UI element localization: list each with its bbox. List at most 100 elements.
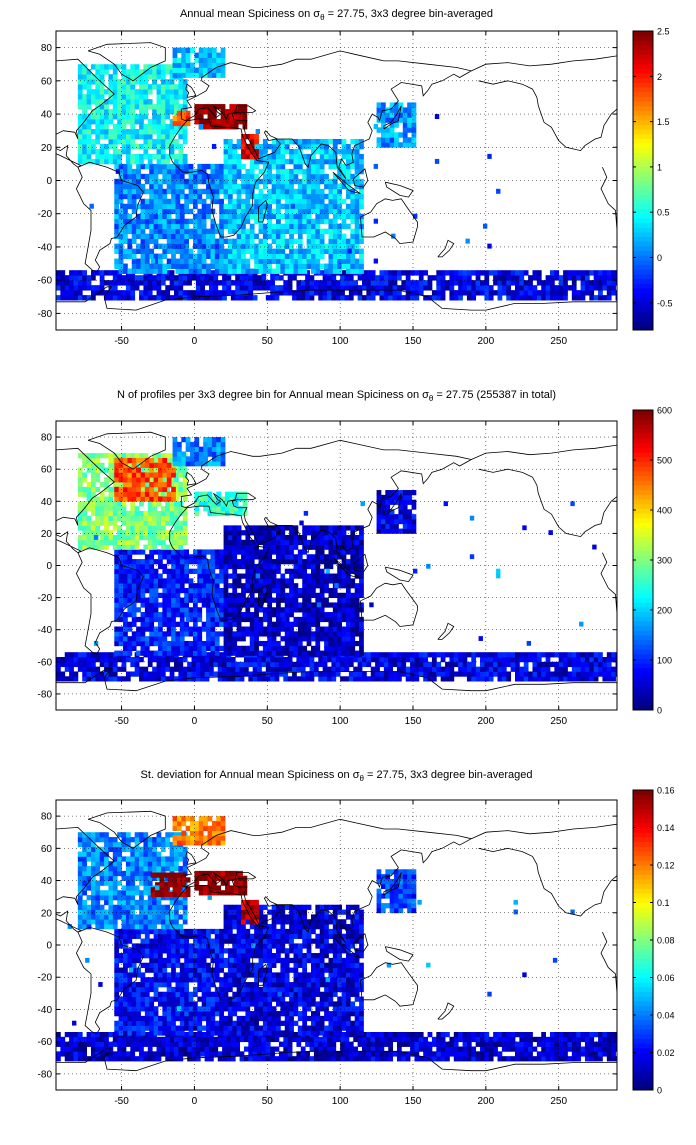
data-cell <box>91 89 96 94</box>
data-cell <box>607 275 612 280</box>
data-cell <box>289 627 294 632</box>
data-cell <box>407 112 412 117</box>
data-cell <box>289 149 294 154</box>
data-cell <box>143 671 148 676</box>
data-cell <box>170 109 175 114</box>
data-cell <box>73 671 78 676</box>
data-cell <box>224 530 229 535</box>
data-cell <box>123 617 128 622</box>
data-cell <box>100 159 105 164</box>
data-cell <box>117 139 122 144</box>
data-cell <box>87 84 92 89</box>
data-cell <box>254 249 259 254</box>
data-cell <box>350 229 355 234</box>
data-cell <box>143 545 148 550</box>
y-tick-label: -20 <box>38 209 53 220</box>
data-cell <box>145 578 150 583</box>
data-cell <box>328 229 333 234</box>
data-cell <box>602 270 607 275</box>
data-cell <box>359 588 364 593</box>
data-cell <box>257 280 262 285</box>
data-cell <box>280 194 285 199</box>
data-cell <box>412 122 417 127</box>
data-cell <box>108 521 113 526</box>
data-cell <box>122 149 127 154</box>
data-cell <box>119 184 124 189</box>
data-cell <box>130 285 135 290</box>
data-cell <box>314 290 319 295</box>
data-cell <box>381 102 386 107</box>
data-cell <box>532 667 537 672</box>
data-cell <box>196 657 201 662</box>
data-cell <box>307 583 312 588</box>
data-cell <box>388 280 393 285</box>
data-cell <box>91 458 96 463</box>
data-cell <box>401 652 406 657</box>
data-cell <box>237 194 242 199</box>
data-cell <box>130 521 135 526</box>
data-cell <box>186 63 191 68</box>
data-cell <box>342 244 347 249</box>
data-cell <box>200 290 205 295</box>
data-cell <box>175 234 180 239</box>
data-cell <box>193 254 198 259</box>
data-cell <box>342 583 347 588</box>
data-cell <box>280 259 285 264</box>
data-cell <box>449 270 454 275</box>
data-cell <box>323 290 328 295</box>
data-cell <box>143 285 148 290</box>
data-cell <box>117 159 122 164</box>
data-cell <box>87 671 92 676</box>
colorbar-swatch <box>633 260 653 265</box>
data-cell <box>141 564 146 569</box>
data-cell <box>498 667 503 672</box>
data-cell <box>311 612 316 617</box>
data-cell <box>283 657 288 662</box>
data-cell <box>294 154 299 159</box>
data-cell <box>285 144 290 149</box>
data-cell <box>143 676 148 681</box>
data-cell <box>149 249 154 254</box>
data-cell <box>276 224 281 229</box>
data-cell <box>333 264 338 269</box>
data-cell <box>245 244 250 249</box>
data-cell <box>412 127 417 132</box>
data-cell <box>135 535 140 540</box>
data-cell <box>130 114 135 119</box>
data-cell <box>127 269 132 274</box>
data-cell <box>135 671 140 676</box>
data-cell <box>157 104 162 109</box>
data-cell <box>197 574 202 579</box>
data-cell <box>91 79 96 84</box>
data-cell <box>240 285 245 290</box>
data-cell <box>202 219 207 224</box>
data-cell <box>117 295 122 300</box>
data-cell <box>289 214 294 219</box>
data-cell <box>158 189 163 194</box>
data-cell <box>139 521 144 526</box>
data-cell <box>193 229 198 234</box>
data-cell <box>149 174 154 179</box>
data-cell <box>350 164 355 169</box>
data-cell <box>82 84 87 89</box>
data-cell <box>276 612 281 617</box>
data-cell <box>250 234 255 239</box>
data-cell <box>241 189 246 194</box>
data-cell <box>136 264 141 269</box>
data-cell <box>285 194 290 199</box>
data-cell <box>202 174 207 179</box>
data-cell <box>245 549 250 554</box>
data-cell <box>315 209 320 214</box>
data-cell <box>454 662 459 667</box>
data-cell <box>280 189 285 194</box>
data-cell <box>315 564 320 569</box>
data-cell <box>104 159 109 164</box>
data-cell <box>222 662 227 667</box>
data-cell <box>192 657 197 662</box>
data-cell <box>237 549 242 554</box>
data-cell <box>550 295 555 300</box>
data-cell <box>87 487 92 492</box>
data-cell <box>141 598 146 603</box>
data-cell <box>572 285 577 290</box>
data-cell <box>193 269 198 274</box>
